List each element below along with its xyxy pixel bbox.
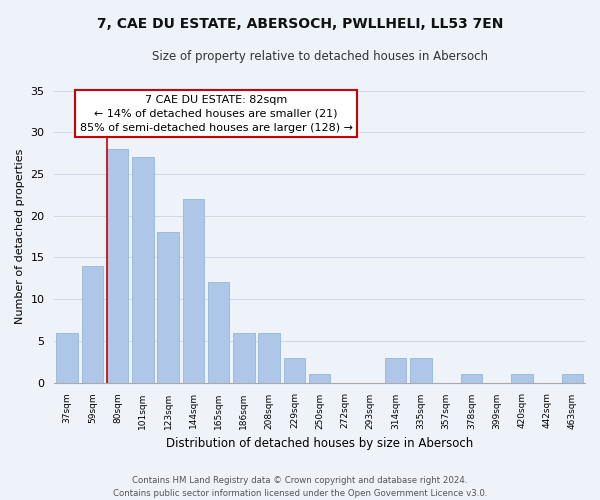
Bar xyxy=(309,374,331,382)
X-axis label: Distribution of detached houses by size in Abersoch: Distribution of detached houses by size … xyxy=(166,437,473,450)
Bar xyxy=(562,374,583,382)
Text: Contains HM Land Registry data © Crown copyright and database right 2024.
Contai: Contains HM Land Registry data © Crown c… xyxy=(113,476,487,498)
Bar xyxy=(107,149,128,382)
Bar xyxy=(259,332,280,382)
Bar xyxy=(132,158,154,382)
Bar xyxy=(56,332,78,382)
Bar xyxy=(208,282,229,382)
Title: Size of property relative to detached houses in Abersoch: Size of property relative to detached ho… xyxy=(152,50,488,63)
Y-axis label: Number of detached properties: Number of detached properties xyxy=(15,149,25,324)
Bar xyxy=(385,358,406,382)
Bar xyxy=(284,358,305,382)
Bar xyxy=(233,332,254,382)
Bar xyxy=(511,374,533,382)
Text: 7, CAE DU ESTATE, ABERSOCH, PWLLHELI, LL53 7EN: 7, CAE DU ESTATE, ABERSOCH, PWLLHELI, LL… xyxy=(97,18,503,32)
Bar xyxy=(182,199,204,382)
Bar xyxy=(157,232,179,382)
Bar xyxy=(82,266,103,382)
Bar xyxy=(461,374,482,382)
Bar xyxy=(410,358,431,382)
Text: 7 CAE DU ESTATE: 82sqm
← 14% of detached houses are smaller (21)
85% of semi-det: 7 CAE DU ESTATE: 82sqm ← 14% of detached… xyxy=(80,95,353,133)
